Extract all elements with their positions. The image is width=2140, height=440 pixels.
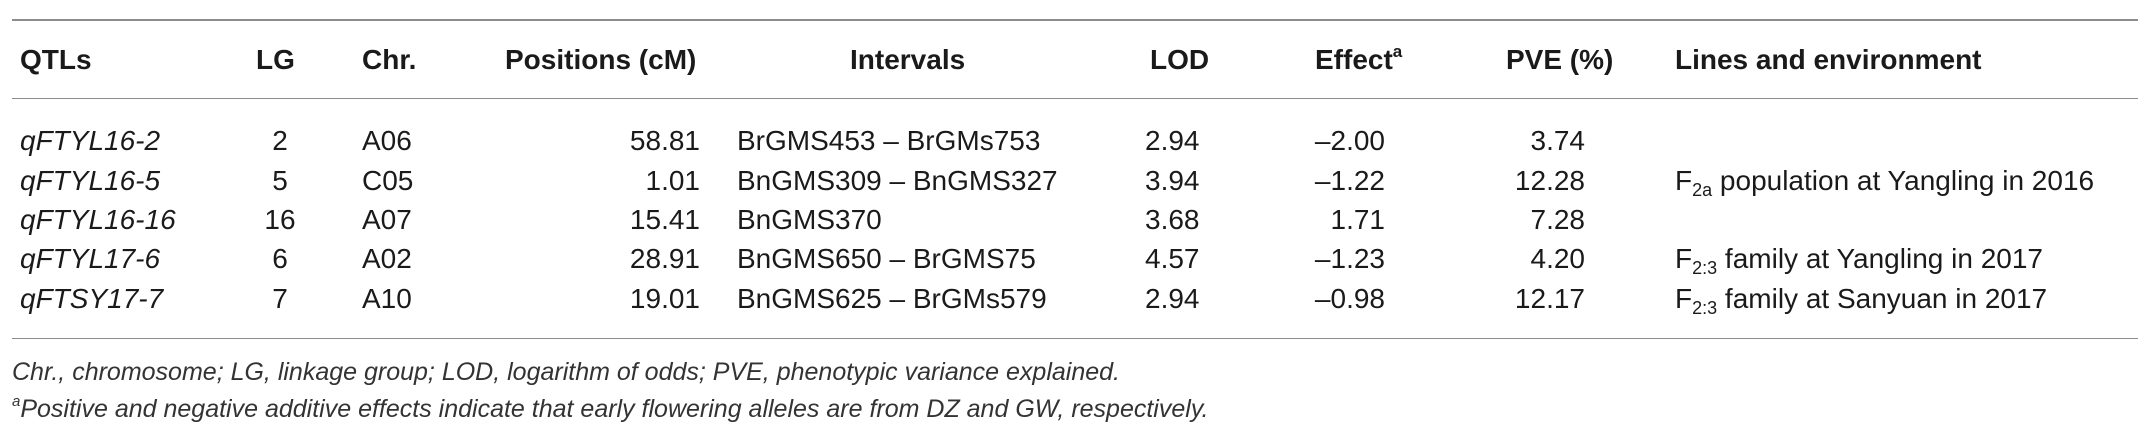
lod-value: 2.94 — [1145, 283, 1200, 314]
pve-value: 3.74 — [1530, 125, 1586, 156]
qtl-name: qFTYL16-16 — [20, 204, 176, 235]
effect-value: –1.22 — [1314, 165, 1385, 196]
environment-value: F2:3 family at Sanyuan in 2017 — [1675, 283, 2048, 318]
lod-value: 4.57 — [1145, 243, 1200, 274]
chr-value: A02 — [362, 243, 412, 274]
chr-value: A07 — [362, 204, 412, 235]
pve-value: 12.28 — [1514, 165, 1585, 196]
interval-value: BnGMS309 – BnGMS327 — [737, 165, 1058, 196]
header-rule — [12, 98, 2138, 99]
environment-value: F2:3 family at Yangling in 2017 — [1675, 243, 2043, 278]
effect-footnote-marker: a — [1392, 42, 1403, 61]
effect-value: –2.00 — [1314, 125, 1385, 156]
effect-value: –1.23 — [1314, 243, 1385, 274]
position-value: 28.91 — [629, 243, 700, 274]
position-value: 15.41 — [629, 204, 700, 235]
position-value: 1.01 — [645, 165, 701, 196]
lod-value: 2.94 — [1145, 125, 1200, 156]
lg-value: 7 — [272, 283, 288, 314]
effect-value: –0.98 — [1314, 283, 1385, 314]
lg-value: 6 — [272, 243, 288, 274]
pve-value: 4.20 — [1530, 243, 1586, 274]
header-lines: Lines and environment — [1675, 44, 1982, 75]
lod-value: 3.68 — [1145, 204, 1200, 235]
lg-value: 5 — [272, 165, 288, 196]
abbreviations-footnote: Chr., chromosome; LG, linkage group; LOD… — [12, 358, 1120, 386]
header-chr: Chr. — [362, 44, 417, 75]
pve-value: 12.17 — [1514, 283, 1585, 314]
effect-value: 1.71 — [1330, 204, 1386, 235]
lg-value: 2 — [272, 125, 288, 156]
effect-footnote: aPositive and negative additive effects … — [12, 393, 1209, 423]
interval-value: BrGMS453 – BrGMs753 — [737, 125, 1041, 156]
position-value: 19.01 — [629, 283, 700, 314]
qtl-name: qFTYL17-6 — [20, 243, 161, 274]
interval-value: BnGMS625 – BrGMs579 — [737, 283, 1047, 314]
pve-value: 7.28 — [1530, 204, 1586, 235]
header-lod: LOD — [1150, 44, 1210, 75]
lod-value: 3.94 — [1145, 165, 1200, 196]
table-top-rule — [12, 19, 2138, 21]
qtl-name: qFTSY17-7 — [20, 283, 164, 314]
qtl-name: qFTYL16-5 — [20, 165, 161, 196]
header-effect: Effecta — [1315, 42, 1403, 75]
header-lg: LG — [256, 44, 295, 75]
header-positions: Positions (cM) — [505, 44, 697, 75]
chr-value: A06 — [362, 125, 412, 156]
qtl-name: qFTYL16-2 — [20, 125, 161, 156]
interval-value: BnGMS370 — [737, 204, 882, 235]
interval-value: BnGMS650 – BrGMS75 — [737, 243, 1036, 274]
chr-value: C05 — [362, 165, 414, 196]
position-value: 58.81 — [629, 125, 700, 156]
header-qtls: QTLs — [20, 44, 92, 75]
lg-value: 16 — [264, 204, 296, 235]
table-bottom-rule — [12, 338, 2138, 339]
chr-value: A10 — [362, 283, 412, 314]
environment-value: F2a population at Yangling in 2016 — [1675, 165, 2095, 200]
header-intervals: Intervals — [850, 44, 966, 75]
header-pve: PVE (%) — [1506, 44, 1614, 75]
